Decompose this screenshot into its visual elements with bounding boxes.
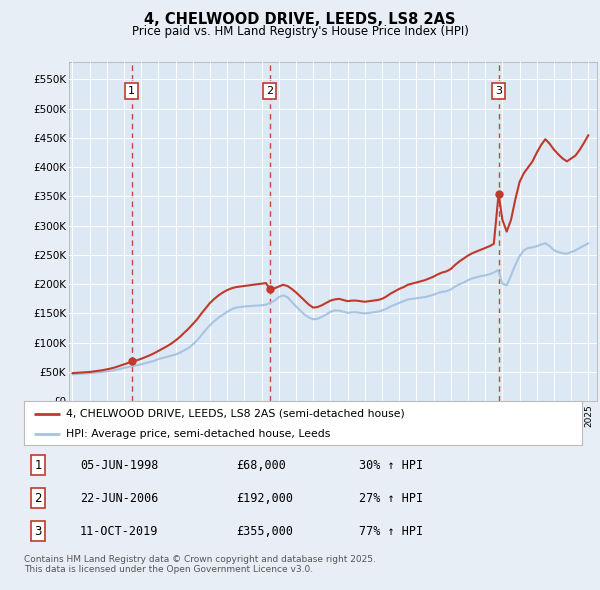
Text: 3: 3 bbox=[495, 86, 502, 96]
Text: 77% ↑ HPI: 77% ↑ HPI bbox=[359, 525, 423, 538]
Text: £68,000: £68,000 bbox=[236, 458, 286, 472]
Text: Price paid vs. HM Land Registry's House Price Index (HPI): Price paid vs. HM Land Registry's House … bbox=[131, 25, 469, 38]
Text: 1: 1 bbox=[34, 458, 42, 472]
Text: 4, CHELWOOD DRIVE, LEEDS, LS8 2AS: 4, CHELWOOD DRIVE, LEEDS, LS8 2AS bbox=[144, 12, 456, 27]
Text: 4, CHELWOOD DRIVE, LEEDS, LS8 2AS (semi-detached house): 4, CHELWOOD DRIVE, LEEDS, LS8 2AS (semi-… bbox=[66, 409, 404, 418]
Text: £355,000: £355,000 bbox=[236, 525, 293, 538]
Text: 30% ↑ HPI: 30% ↑ HPI bbox=[359, 458, 423, 472]
Text: 05-JUN-1998: 05-JUN-1998 bbox=[80, 458, 158, 472]
Text: 11-OCT-2019: 11-OCT-2019 bbox=[80, 525, 158, 538]
Text: 1: 1 bbox=[128, 86, 135, 96]
Text: Contains HM Land Registry data © Crown copyright and database right 2025.
This d: Contains HM Land Registry data © Crown c… bbox=[24, 555, 376, 574]
Text: 3: 3 bbox=[34, 525, 41, 538]
Text: 22-JUN-2006: 22-JUN-2006 bbox=[80, 491, 158, 505]
Text: 27% ↑ HPI: 27% ↑ HPI bbox=[359, 491, 423, 505]
Text: HPI: Average price, semi-detached house, Leeds: HPI: Average price, semi-detached house,… bbox=[66, 430, 330, 440]
Text: 2: 2 bbox=[34, 491, 42, 505]
Text: £192,000: £192,000 bbox=[236, 491, 293, 505]
Text: 2: 2 bbox=[266, 86, 273, 96]
